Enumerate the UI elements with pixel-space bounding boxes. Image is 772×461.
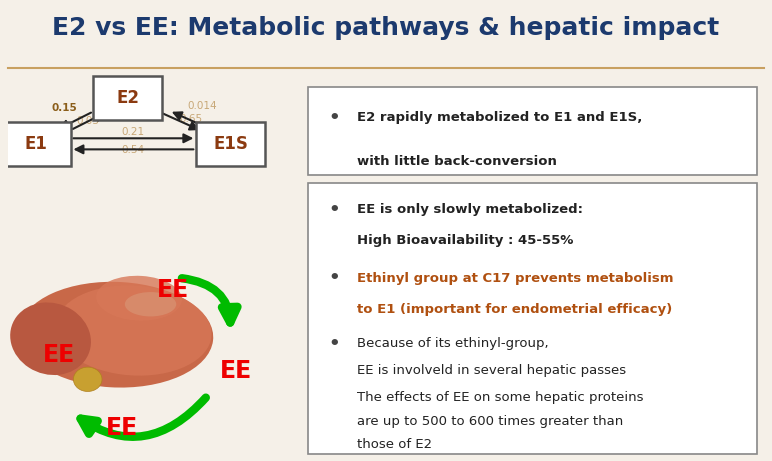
Text: 0.54: 0.54: [122, 145, 145, 155]
Text: are up to 500 to 600 times greater than: are up to 500 to 600 times greater than: [357, 415, 623, 428]
Ellipse shape: [96, 276, 182, 320]
Ellipse shape: [73, 367, 102, 391]
Ellipse shape: [56, 286, 212, 376]
FancyBboxPatch shape: [2, 122, 70, 166]
Text: E2: E2: [117, 89, 139, 107]
Text: Ethinyl group at C17 prevents metabolism: Ethinyl group at C17 prevents metabolism: [357, 272, 673, 285]
Text: EE is only slowly metabolized:: EE is only slowly metabolized:: [357, 203, 583, 216]
Text: with little back-conversion: with little back-conversion: [357, 155, 557, 168]
Text: EE is involveld in several hepatic passes: EE is involveld in several hepatic passe…: [357, 364, 626, 377]
Text: •: •: [329, 335, 340, 353]
Text: 0.05: 0.05: [76, 116, 99, 125]
Text: 0.15: 0.15: [52, 103, 78, 112]
Text: 0.014: 0.014: [187, 101, 217, 111]
Text: EE: EE: [43, 343, 75, 367]
Text: The effects of EE on some hepatic proteins: The effects of EE on some hepatic protei…: [357, 390, 643, 403]
Ellipse shape: [19, 282, 213, 388]
Text: E1S: E1S: [213, 135, 248, 153]
Text: •: •: [329, 109, 340, 127]
Text: those of E2: those of E2: [357, 438, 432, 451]
Text: to E1 (important for endometrial efficacy): to E1 (important for endometrial efficac…: [357, 302, 672, 316]
Text: E2 rapidly metabolized to E1 and E1S,: E2 rapidly metabolized to E1 and E1S,: [357, 111, 642, 124]
Text: E2 vs EE: Metabolic pathways & hepatic impact: E2 vs EE: Metabolic pathways & hepatic i…: [52, 16, 720, 40]
Ellipse shape: [10, 302, 91, 375]
Text: •: •: [329, 201, 340, 219]
Ellipse shape: [125, 292, 176, 316]
FancyBboxPatch shape: [93, 76, 162, 120]
Text: 0.21: 0.21: [122, 127, 145, 136]
Text: EE: EE: [157, 278, 189, 302]
Text: •: •: [329, 270, 340, 288]
FancyBboxPatch shape: [308, 87, 757, 175]
Text: E1: E1: [25, 135, 48, 153]
Text: 0.65: 0.65: [179, 114, 202, 124]
FancyBboxPatch shape: [308, 183, 757, 455]
Text: High Bioavailability : 45-55%: High Bioavailability : 45-55%: [357, 234, 573, 247]
Text: EE: EE: [220, 359, 252, 383]
Text: EE: EE: [106, 416, 138, 440]
FancyBboxPatch shape: [196, 122, 265, 166]
Text: Because of its ethinyl-group,: Because of its ethinyl-group,: [357, 337, 548, 350]
